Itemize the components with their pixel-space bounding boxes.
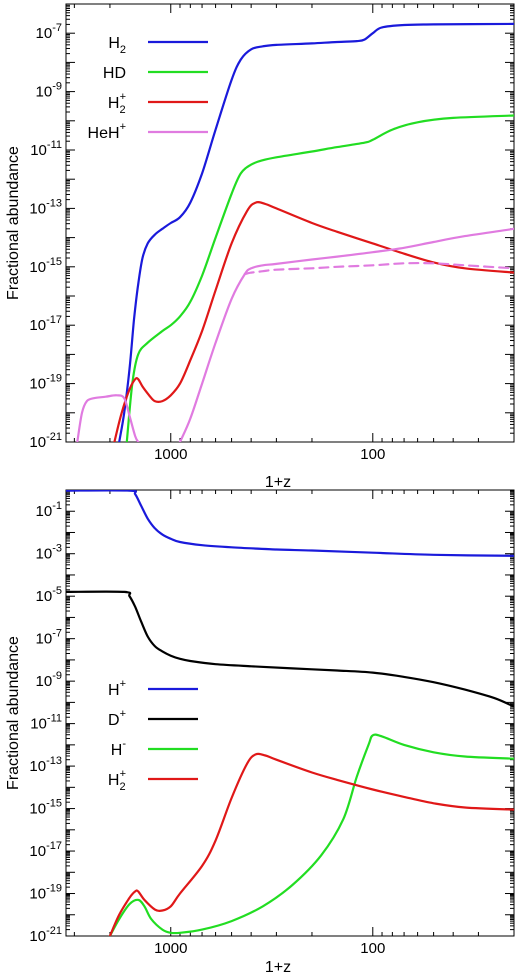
series-lines — [66, 490, 514, 936]
y-tick-label: 10-5 — [36, 585, 62, 605]
y-axis-label: Fractional abundance — [5, 636, 22, 790]
y-tick-label: 10-7 — [36, 628, 62, 648]
series-lines — [76, 22, 514, 442]
legend-label: D+ — [108, 708, 126, 729]
y-tick-label: 10-21 — [29, 431, 62, 451]
x-tick-label: 100 — [360, 446, 385, 463]
legend-label: H+ — [108, 678, 126, 699]
chart-2: 10-1 10-3 10-5 10-7 10-9 10-11 10-13 10-15 10-17… — [5, 489, 515, 975]
y-tick-label: 10-17 — [29, 840, 62, 860]
y-tick-label: 10-15 — [29, 256, 62, 276]
series-line-4 — [76, 394, 140, 442]
series-line-4 — [108, 752, 514, 936]
x-tick-label: 1000 — [154, 446, 187, 463]
y-tick-label: 10-9 — [36, 81, 62, 101]
x-axis-label: 1+z — [265, 959, 291, 975]
series-line-2 — [66, 590, 514, 708]
x-tick-label: 1000 — [154, 940, 187, 957]
legend-label: H- — [111, 738, 127, 759]
series-line-3 — [108, 733, 514, 936]
y-tick-label: 10-11 — [30, 713, 62, 733]
legend-label: HD — [103, 65, 126, 82]
series-line-3 — [113, 201, 514, 442]
y-tick-label: 10-11 — [30, 139, 62, 159]
y-tick-label: 10-9 — [36, 670, 62, 690]
chart-1: 10-7 10-9 10-11 10-13 10-15 10-17 10-19 10-21 10… — [5, 3, 515, 491]
y-tick-label: 10-19 — [29, 373, 62, 393]
x-tick-label: 100 — [360, 940, 385, 957]
y-tick-label: 10-17 — [29, 314, 62, 334]
legend-label: H2+ — [108, 768, 126, 793]
y-tick-label: 10-15 — [29, 798, 62, 818]
y-tick-label: 10-7 — [36, 22, 62, 42]
series-line-1 — [118, 22, 514, 442]
series-line-2 — [125, 114, 514, 442]
y-axis-label: Fractional abundance — [5, 146, 22, 300]
series-line-6 — [243, 261, 514, 276]
series-line-1 — [66, 490, 514, 557]
x-axis-label: 1+z — [265, 474, 291, 491]
plot-frame — [65, 489, 515, 937]
legend-label: H2 — [108, 35, 126, 56]
legend-label: H2+ — [108, 91, 126, 116]
y-tick-label: 10-13 — [29, 755, 62, 775]
legend-label: HeH+ — [88, 121, 126, 142]
y-tick-label: 10-1 — [36, 500, 62, 520]
plot-frame — [65, 3, 515, 443]
y-tick-label: 10-13 — [29, 197, 62, 217]
y-tick-label: 10-3 — [36, 543, 62, 563]
y-tick-label: 10-21 — [29, 925, 62, 945]
y-tick-label: 10-19 — [29, 883, 62, 903]
series-line-5 — [178, 227, 514, 442]
